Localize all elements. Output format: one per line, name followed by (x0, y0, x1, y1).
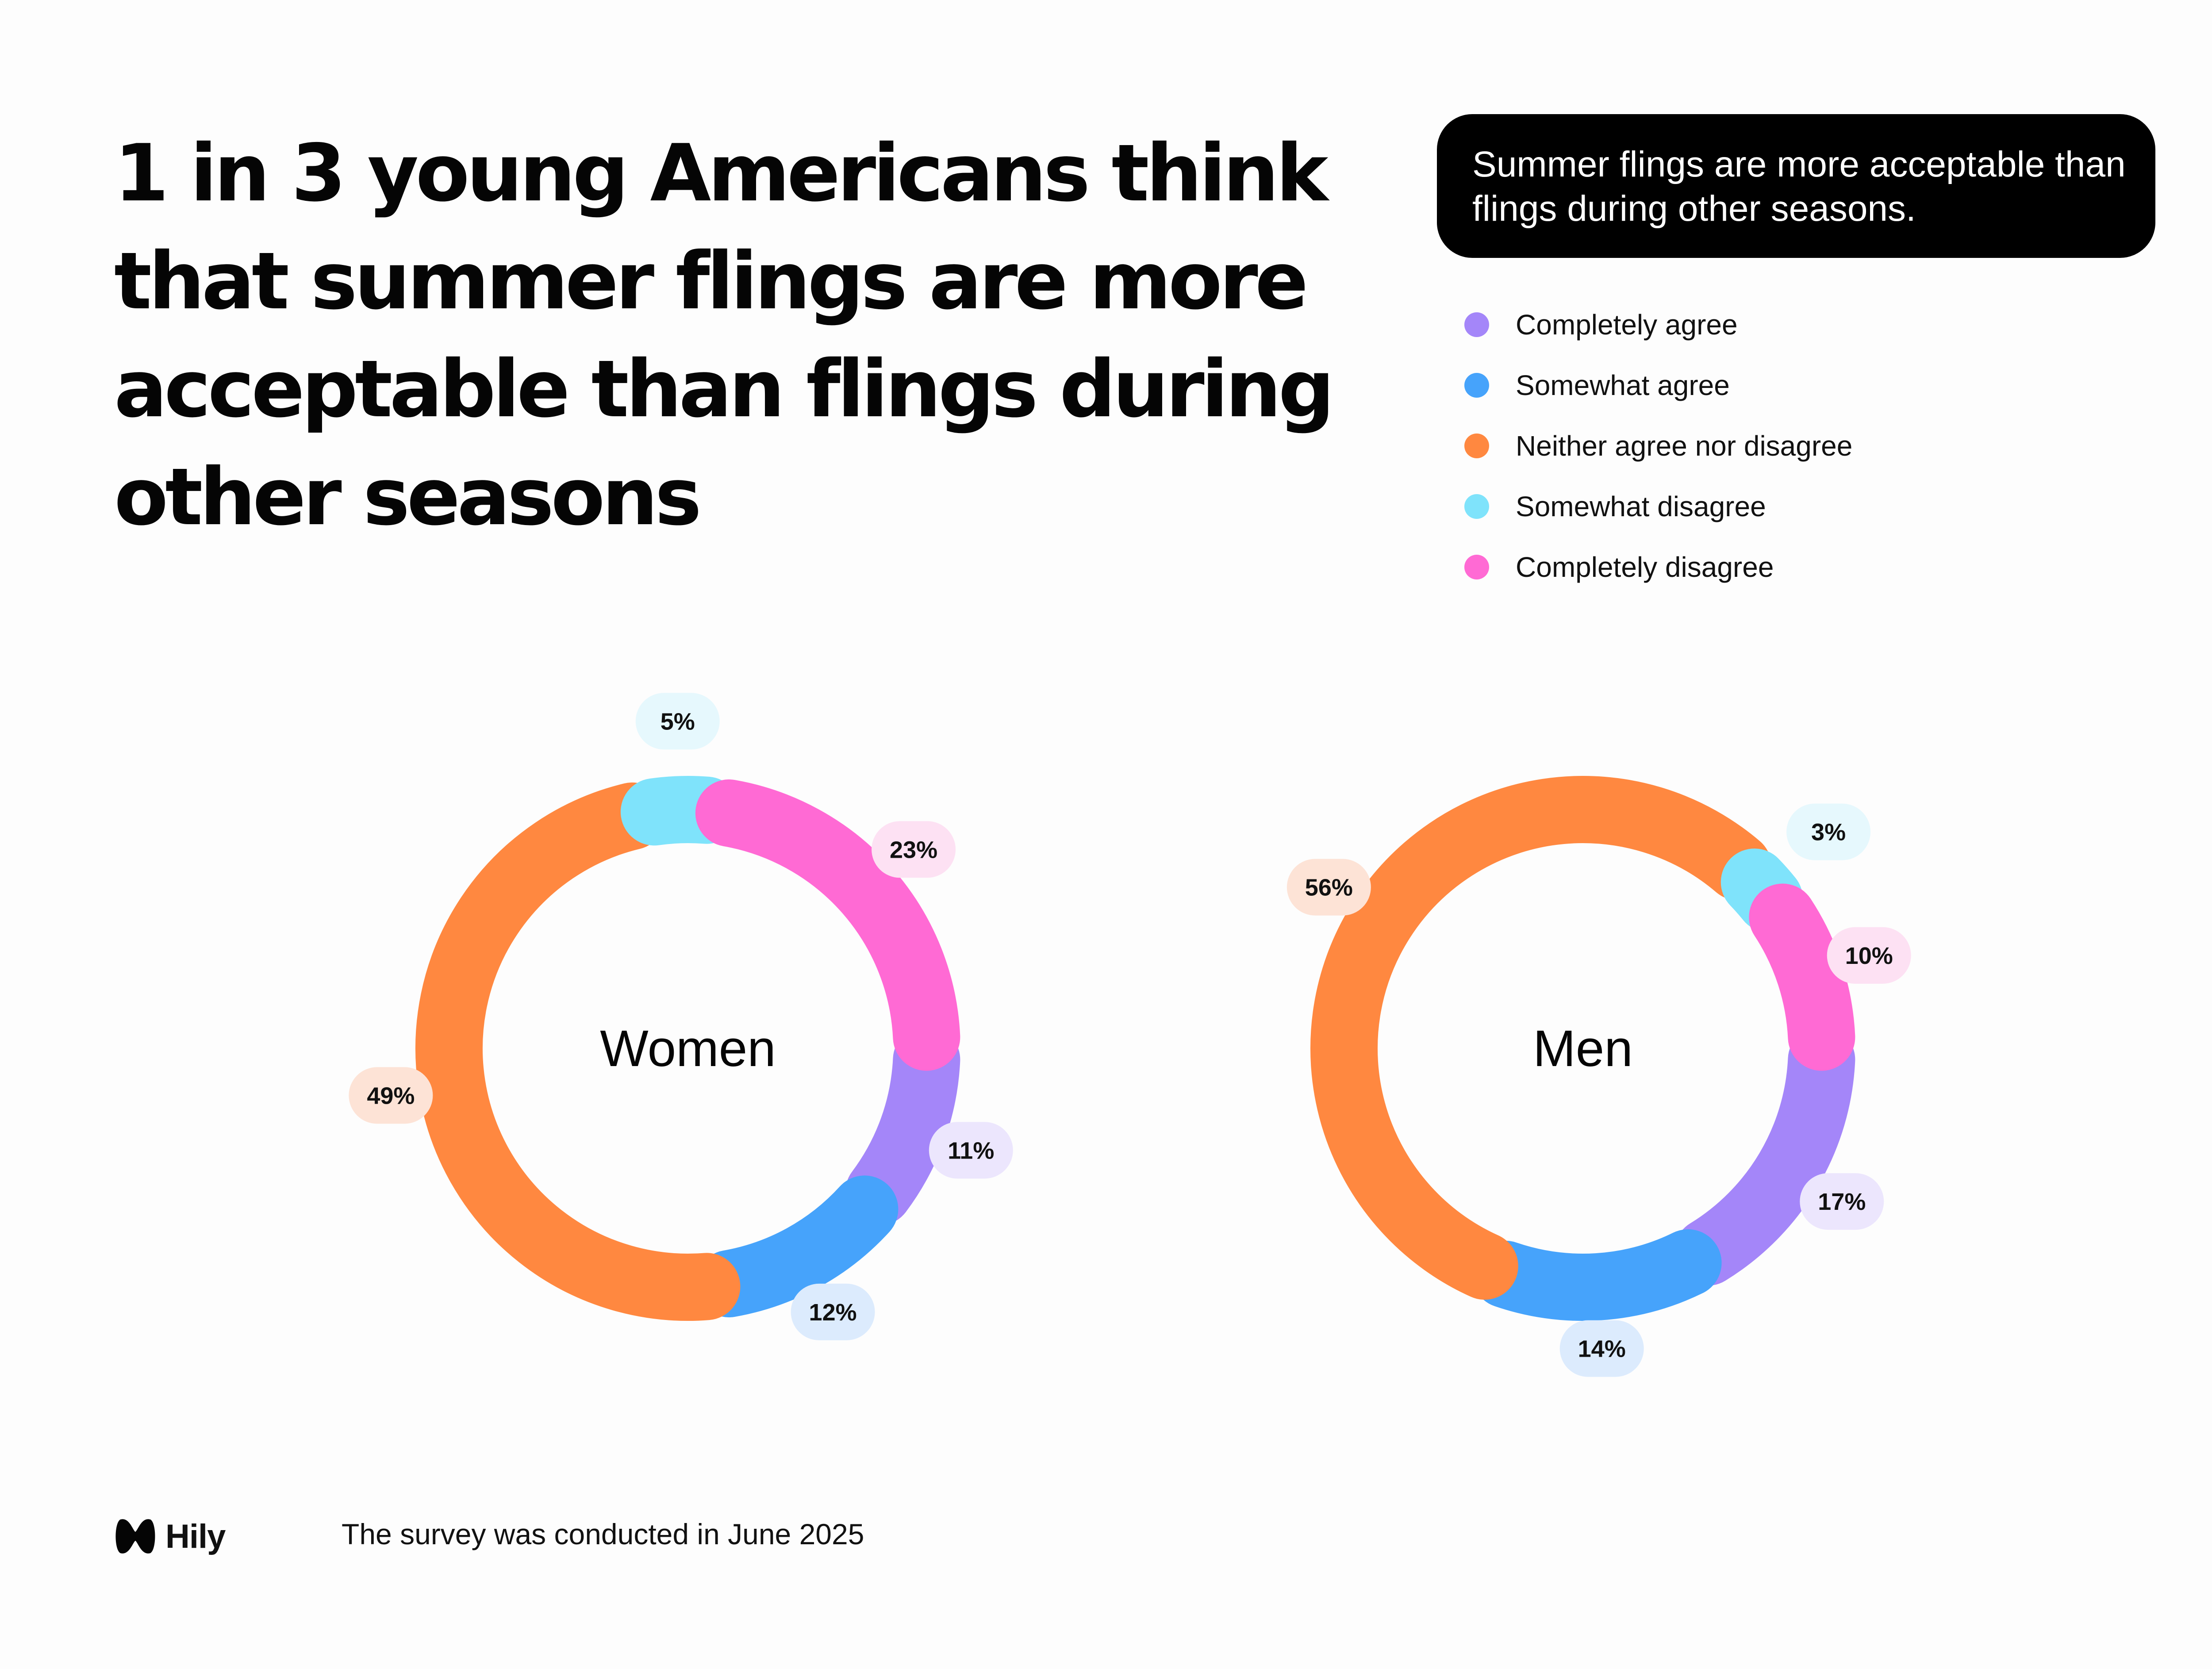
donut-segment (1749, 883, 1855, 1071)
value-label: 5% (661, 708, 695, 735)
donut-segment (695, 779, 960, 1071)
legend-dot (1464, 372, 1489, 398)
value-label: 56% (1305, 875, 1353, 901)
value-label: 12% (809, 1299, 857, 1326)
donut-segment (695, 1175, 899, 1317)
legend: Completely agree Somewhat agree Neither … (1464, 294, 1852, 597)
legend-item: Completely agree (1464, 294, 1852, 355)
hily-logo-icon (115, 1519, 155, 1554)
value-label: 49% (367, 1082, 415, 1109)
legend-label: Completely agree (1516, 308, 1738, 341)
legend-label: Neither agree nor disagree (1516, 430, 1853, 462)
legend-label: Somewhat agree (1516, 369, 1730, 401)
donut-women: 11% 12% 49% 5% 23% Women (349, 693, 1013, 1340)
donut-segment (415, 782, 741, 1321)
legend-dot (1464, 554, 1489, 579)
value-label-bg (1286, 859, 1371, 916)
legend-label: Completely disagree (1516, 551, 1774, 583)
value-label: 14% (1578, 1336, 1626, 1362)
value-label-bg (635, 693, 720, 750)
value-label-bg (1827, 927, 1911, 984)
donut-segment (845, 1026, 960, 1226)
value-label-bg (1786, 803, 1871, 860)
legend-dot (1464, 433, 1489, 458)
series-name-label: Men (1533, 1020, 1633, 1077)
value-label-bg (929, 1122, 1013, 1179)
value-label: 11% (948, 1137, 994, 1164)
legend-item: Somewhat agree (1464, 355, 1852, 415)
footnote: The survey was conducted in June 2025 (342, 1518, 864, 1550)
value-label-bg (872, 821, 956, 878)
donut-segment (1472, 1229, 1722, 1321)
legend-item: Neither agree nor disagree (1464, 415, 1852, 476)
value-label: 23% (890, 836, 937, 863)
question-box: Summer flings are more acceptable than f… (1437, 114, 2155, 258)
headline: 1 in 3 young Americans think that summer… (114, 127, 1335, 543)
value-label-bg (791, 1283, 875, 1340)
legend-item: Somewhat disagree (1464, 476, 1852, 537)
value-label-bg (1559, 1320, 1644, 1377)
brand-name: Hily (165, 1517, 226, 1555)
series-name-label: Women (600, 1020, 776, 1077)
donut-segment (1674, 1026, 1855, 1286)
value-label-bg (349, 1067, 433, 1124)
legend-item: Completely disagree (1464, 537, 1852, 597)
donut-segment (1310, 776, 1772, 1300)
value-label: 10% (1845, 943, 1893, 969)
donut-men: 17% 14% 56% 3% 10% Men (1286, 776, 1911, 1377)
brand: Hily (114, 1515, 226, 1558)
legend-dot (1464, 494, 1489, 519)
legend-label: Somewhat disagree (1516, 490, 1766, 522)
question-text: Summer flings are more acceptable than f… (1472, 144, 2126, 229)
value-label: 17% (1818, 1189, 1866, 1215)
value-label-bg (1800, 1173, 1884, 1230)
value-label: 3% (1811, 819, 1846, 846)
legend-dot (1464, 312, 1489, 337)
